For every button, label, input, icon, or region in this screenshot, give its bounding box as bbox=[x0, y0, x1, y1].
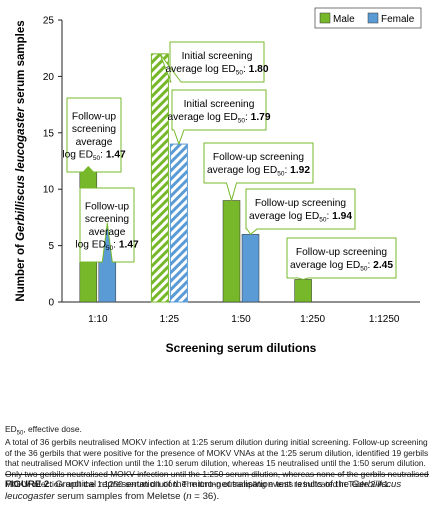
annotation-fu-female-50: Follow-up screening average log ED50: 1.9… bbox=[245, 188, 356, 235]
annotation-text: Initial screening bbox=[182, 51, 253, 62]
abbreviation-note: ED50, effective dose. bbox=[5, 424, 82, 437]
annotation-text: Follow-up screening bbox=[255, 198, 346, 209]
x-axis-title: Screening serum dilutions bbox=[166, 341, 317, 355]
y-tick-label: 20 bbox=[43, 72, 55, 83]
chart-ticks: 0 5 10 15 20 25 1:10 1:25 1:50 1:250 1:1250 bbox=[43, 16, 400, 326]
annotation-text: screening bbox=[72, 124, 117, 135]
annotation-callout bbox=[286, 237, 397, 280]
legend-label-female: Female bbox=[381, 14, 415, 25]
bar-male-1-25 bbox=[150, 53, 169, 303]
x-tick-label: 1:50 bbox=[231, 314, 251, 325]
y-tick-label: 25 bbox=[43, 16, 55, 27]
x-tick-label: 1:10 bbox=[88, 314, 108, 325]
neutralisation-bar-chart: 0 5 10 15 20 25 1:10 1:25 1:50 1:250 1:1250 Follow… bbox=[15, 7, 422, 355]
legend-swatch-female bbox=[367, 12, 379, 24]
bar-female-1-50 bbox=[241, 234, 260, 303]
x-tick-label: 1:250 bbox=[300, 314, 325, 325]
y-axis-title: Number of Gerbilliscus leucogaster serum… bbox=[15, 20, 27, 301]
annotation-value-line: average log ED50: 1.94 bbox=[249, 211, 352, 224]
y-tick-label: 5 bbox=[48, 241, 54, 252]
chart-legend: Male Female bbox=[314, 7, 422, 29]
annotation-callout bbox=[171, 89, 267, 145]
annotation-value-line: average log ED50: 1.79 bbox=[168, 112, 271, 125]
x-tick-label: 1:25 bbox=[160, 314, 180, 325]
figure-caption: FIGURE 2: Graphical representation of th… bbox=[5, 479, 402, 502]
annotation-value-line: average log ED50: 1.80 bbox=[166, 64, 269, 77]
annotation-init-female-25: Initial screening average log ED50: 1.79 bbox=[168, 89, 271, 145]
bar-male-1-50 bbox=[222, 200, 241, 303]
annotation-text: Follow-up screening bbox=[296, 247, 387, 258]
chart-axis-titles: Screening serum dilutions Number of Gerbi… bbox=[15, 20, 317, 355]
annotation-text: Follow-up bbox=[85, 202, 129, 213]
annotation-text: screening bbox=[85, 214, 130, 225]
annotation-value-line: average log ED50: 1.92 bbox=[207, 165, 310, 178]
annotation-fu-male-250: Follow-up screening average log ED50: 2.4… bbox=[286, 237, 397, 280]
annotation-callout bbox=[245, 188, 356, 235]
y-tick-label: 10 bbox=[43, 185, 55, 196]
caption-divider bbox=[5, 474, 429, 475]
annotation-value-line: log ED50: 1.47 bbox=[75, 239, 139, 252]
figure-note: A total of 36 gerbils neutralised MOKV i… bbox=[5, 437, 429, 489]
bar-female-1-25 bbox=[169, 143, 188, 303]
chart-axes bbox=[61, 20, 420, 303]
annotation-callout bbox=[203, 142, 314, 201]
bar-male-1-250 bbox=[294, 279, 312, 303]
y-tick-label: 0 bbox=[48, 298, 54, 309]
annotation-value-line: average log ED50: 2.45 bbox=[290, 260, 393, 273]
annotation-fu-male-50: Follow-up screening average log ED50: 1.9… bbox=[203, 142, 314, 201]
annotation-text: Follow-up bbox=[72, 112, 116, 123]
annotation-text: Follow-up screening bbox=[213, 152, 304, 163]
annotation-text: average bbox=[76, 137, 113, 148]
x-tick-label: 1:1250 bbox=[369, 314, 400, 325]
legend-swatch-male bbox=[319, 12, 331, 24]
annotation-callout bbox=[66, 97, 122, 173]
annotation-callout bbox=[79, 187, 135, 263]
annotation-text: average bbox=[89, 227, 126, 238]
annotation-callout bbox=[159, 41, 265, 83]
legend-label-male: Male bbox=[333, 14, 355, 25]
annotation-init-male-25: Initial screening average log ED50: 1.80 bbox=[159, 41, 269, 83]
annotation-text: Initial screening bbox=[184, 99, 255, 110]
annotation-value-line: log ED50: 1.47 bbox=[62, 149, 126, 162]
y-tick-label: 15 bbox=[43, 128, 55, 139]
